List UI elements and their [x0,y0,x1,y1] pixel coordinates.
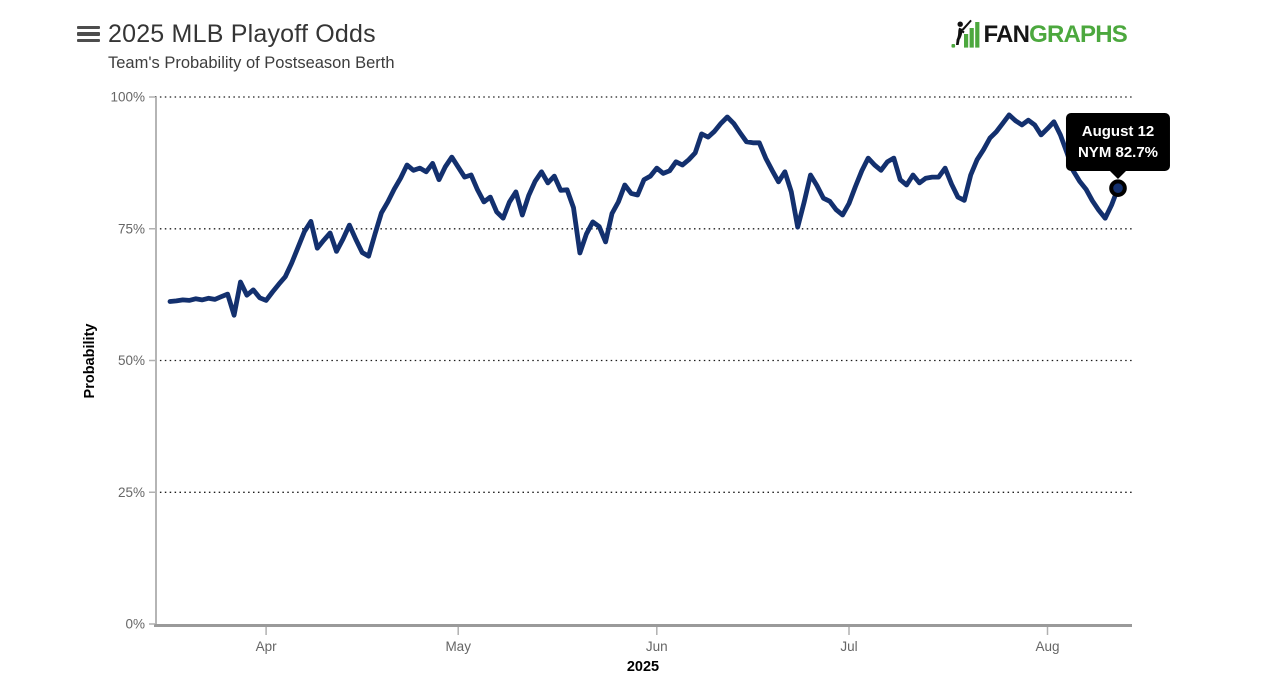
tooltip-date: August 12 [1081,123,1155,141]
page-title: 2025 MLB Playoff Odds [108,20,376,48]
x-tick-label-Apr: Apr [256,639,278,654]
y-axis-title: Probability [82,323,98,399]
menu-bar [77,38,100,42]
current-point-marker [1109,179,1127,197]
y-tick-label-25%: 25% [118,485,145,500]
fangraphs-wordmark: FANGRAPHS [984,21,1128,49]
tooltip: August 12 NYM 82.7% [1065,113,1171,180]
y-tick-label-75%: 75% [118,221,145,236]
menu-bar [77,32,100,36]
tooltip-value: NYM 82.7% [1077,144,1159,162]
fangraphs-logo[interactable]: FANGRAPHS [951,19,1128,49]
fangraphs-batter-icon [951,19,979,48]
x-tick-label-May: May [445,639,471,654]
page-subtitle: Team's Probability of Postseason Berth [108,54,395,72]
y-tick-label-100%: 100% [110,90,145,105]
menu-bar [77,26,100,30]
hamburger-menu-icon[interactable] [77,26,100,43]
logo-text-fan: FAN [983,21,1030,48]
x-tick-label-Jul: Jul [840,639,857,654]
x-axis-title: 2025 [626,659,660,675]
y-tick-label-50%: 50% [118,353,145,368]
x-tick-label-Jun: Jun [646,639,668,654]
y-tick-label-0%: 0% [125,617,145,632]
logo-text-graphs: GRAPHS [1029,21,1128,48]
x-tick-label-Aug: Aug [1035,639,1059,654]
odds-line-NYM[interactable] [167,112,1121,318]
